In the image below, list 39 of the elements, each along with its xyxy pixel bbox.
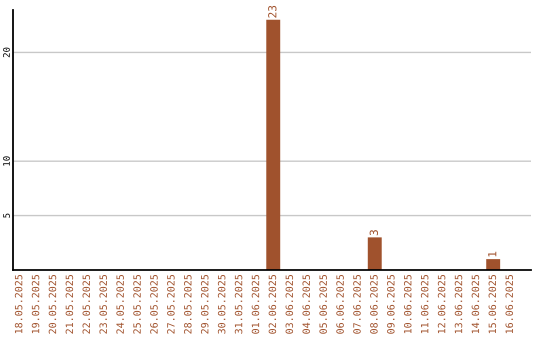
x-tick-label: 07.06.2025 — [353, 274, 361, 334]
x-tick-label: 09.06.2025 — [387, 274, 395, 334]
x-tick-label: 21.05.2025 — [66, 274, 74, 334]
x-tick-label: 06.06.2025 — [336, 274, 344, 334]
x-tick-label: 20.05.2025 — [48, 274, 56, 334]
x-tick-label: 15.06.2025 — [488, 274, 496, 334]
data-label: 23 — [268, 6, 276, 18]
bar — [368, 237, 382, 270]
x-tick-label: 05.06.2025 — [319, 274, 327, 334]
x-tick-label: 04.06.2025 — [302, 274, 310, 334]
x-tick-label: 01.06.2025 — [252, 274, 260, 334]
data-label: 1 — [488, 252, 496, 256]
x-tick-label: 28.05.2025 — [184, 274, 192, 334]
x-tick-label: 23.05.2025 — [99, 274, 107, 334]
x-tick-label: 18.05.2025 — [14, 274, 22, 334]
y-tick-label: 20 — [3, 48, 10, 58]
x-tick-label: 30.05.2025 — [218, 274, 226, 334]
y-tick-label: 5 — [3, 214, 10, 218]
x-tick-label: 16.06.2025 — [505, 274, 514, 334]
bar — [486, 259, 500, 270]
x-tick-label: 10.06.2025 — [404, 274, 412, 334]
x-tick-label: 27.05.2025 — [167, 274, 175, 334]
x-tick-label: 31.05.2025 — [234, 274, 242, 334]
x-tick-label: 25.05.2025 — [133, 274, 141, 334]
x-tick-label: 08.06.2025 — [370, 274, 378, 334]
x-tick-label: 24.05.2025 — [116, 274, 124, 334]
x-tick-label: 12.06.2025 — [438, 274, 446, 334]
x-tick-label: 22.05.2025 — [82, 274, 90, 334]
x-tick-label: 19.05.2025 — [32, 274, 40, 334]
x-tick-label: 26.05.2025 — [150, 274, 158, 334]
x-tick-label: 02.06.2025 — [268, 274, 276, 334]
x-tick-label: 14.06.2025 — [472, 274, 480, 334]
x-tick-label: 03.06.2025 — [286, 274, 294, 334]
x-tick-label: 29.05.2025 — [200, 274, 208, 334]
y-tick-label: 10 — [3, 156, 10, 166]
x-tick-label: 11.06.2025 — [420, 274, 428, 334]
data-label: 3 — [370, 230, 378, 236]
x-tick-label: 13.06.2025 — [454, 274, 462, 334]
bar — [266, 20, 280, 270]
